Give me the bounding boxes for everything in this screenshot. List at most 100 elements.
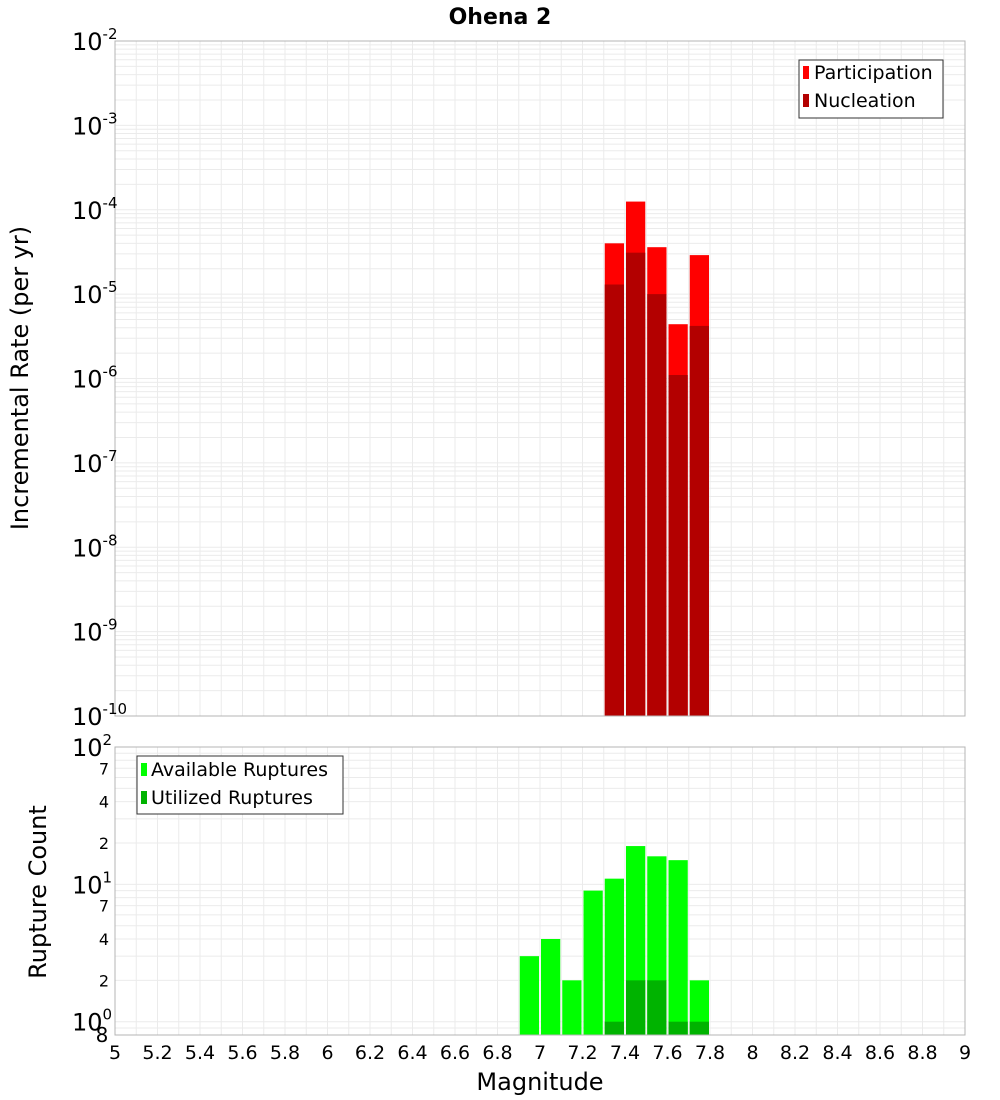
x-tick-label: 7.2 [567,1042,597,1064]
top-plot-frame [114,40,966,717]
x-tick-label: 5.2 [142,1042,172,1064]
x-tick-label: 9 [959,1042,971,1064]
x-tick-label: 8.4 [822,1042,852,1064]
tick-exponent: 0 [103,1006,113,1024]
x-ticks: 5 5.2 5.4 5.6 5.8 6 6.2 6.4 6.6 6.8 7 7.2 7.4 7.6 7.8 8… [109,1042,971,1064]
top-panel: 10-210-310-410-510-610-710-810-910-10 In… [6,25,966,731]
utilized-ruptures-bar [668,1021,688,1035]
x-tick-label: 5 [109,1042,121,1064]
available-ruptures-bar [604,878,624,1035]
bottom-y-tick-label: 2 [99,834,109,853]
top-bars [604,201,709,717]
bottom-plot-frame [114,746,966,1036]
tick-exponent: -10 [103,700,128,718]
tick-base: 10 [72,619,103,647]
bottom-y-tick-label: 2 [99,971,109,990]
x-tick-label: 5.6 [227,1042,257,1064]
x-tick-label: 6.6 [440,1042,470,1064]
tick-exponent: -9 [103,616,118,634]
tick-exponent: -4 [103,194,118,212]
tick-exponent: -6 [103,363,118,381]
bottom-bars [519,846,709,1035]
nucleation-bar [647,294,667,716]
x-axis-label: Magnitude [476,1068,603,1096]
top-y-ticks: 10-210-310-410-510-610-710-810-910-10 [72,25,127,731]
x-tick-label: 8 [746,1042,758,1064]
available-ruptures-bar [689,980,709,1035]
chart-title: Ohena 2 [449,5,552,30]
available-ruptures-bar [562,980,582,1035]
tick-exponent: -8 [103,531,118,549]
bottom-y-axis-label: Rupture Count [24,805,52,979]
x-tick-label: 7.4 [610,1042,640,1064]
utilized-ruptures-legend-swatch [141,791,147,804]
bottom-y-tick-label: 8 [96,1023,109,1047]
tick-exponent: -2 [103,25,118,43]
nucleation-bar [689,325,709,716]
x-tick-label: 7 [534,1042,546,1064]
top-y-tick-label: 10-8 [72,531,118,562]
top-y-tick-label: 10-4 [72,194,118,225]
bottom-y-tick-label: 101 [72,868,112,899]
nucleation-legend-swatch [803,94,809,107]
bottom-y-tick-label: 4 [99,930,109,949]
tick-base: 10 [72,112,103,140]
tick-base: 10 [72,197,103,225]
top-y-tick-label: 10-9 [72,616,118,647]
tick-base: 10 [72,281,103,309]
x-tick-label: 8.6 [865,1042,895,1064]
top-y-tick-label: 10-7 [72,447,118,478]
tick-base: 10 [72,734,103,762]
tick-base: 10 [72,534,103,562]
tick-base: 10 [72,450,103,478]
bottom-y-tick-label: 4 [99,793,109,812]
tick-base: 10 [72,703,103,731]
top-y-tick-label: 10-3 [72,109,118,140]
x-tick-label: 5.8 [270,1042,300,1064]
bottom-y-tick-label: 7 [99,897,109,916]
participation-legend-swatch [803,66,809,79]
available-ruptures-bar [583,890,603,1035]
utilized-ruptures-bar [626,980,646,1035]
utilized-ruptures-bar [604,1021,624,1035]
bottom-y-tick-label: 7 [99,759,109,778]
tick-base: 10 [72,366,103,394]
utilized-ruptures-legend-label: Utilized Ruptures [151,787,313,809]
utilized-ruptures-bar [689,1021,709,1035]
top-y-tick-label: 10-10 [72,700,127,731]
available-ruptures-bar [519,956,539,1035]
tick-exponent: 2 [103,731,113,749]
tick-exponent: 1 [103,868,113,886]
tick-base: 10 [72,28,103,56]
x-tick-label: 7.8 [695,1042,725,1064]
bottom-y-tick-label: 100 [72,1006,112,1037]
tick-exponent: -7 [103,447,118,465]
x-tick-label: 8.2 [780,1042,810,1064]
top-grid [114,41,966,717]
top-y-tick-label: 10-6 [72,363,118,394]
available-ruptures-legend-swatch [141,763,147,776]
tick-base: 10 [72,1009,103,1037]
bottom-legend: Available Ruptures Utilized Ruptures [136,755,344,815]
bottom-legend-box [136,755,344,815]
nucleation-bar [668,375,688,716]
nucleation-bar [626,252,646,716]
participation-legend-label: Participation [814,62,933,84]
bottom-y-tick-label: 102 [72,731,112,762]
top-legend-box [798,59,944,119]
utilized-ruptures-bar [647,980,667,1035]
x-tick-label: 6.2 [355,1042,385,1064]
available-ruptures-legend-label: Available Ruptures [151,759,328,781]
x-tick-label: 8.8 [907,1042,937,1064]
tick-exponent: -3 [103,109,118,127]
x-tick-label: 7.6 [652,1042,682,1064]
top-y-tick-label: 10-5 [72,278,118,309]
nucleation-legend-label: Nucleation [814,90,916,112]
x-tick-label: 5.4 [185,1042,215,1064]
tick-base: 10 [72,871,103,899]
top-y-axis-label: Incremental Rate (per yr) [6,226,34,530]
tick-exponent: -5 [103,278,118,296]
